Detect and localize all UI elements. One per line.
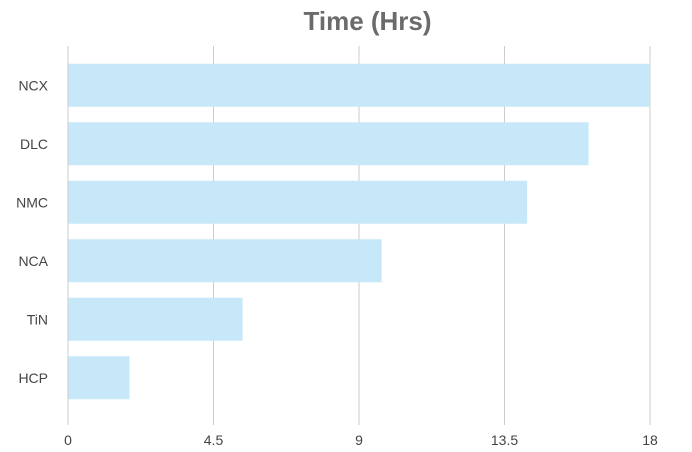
- y-tick-label: DLC: [20, 136, 48, 152]
- chart-title: Time (Hrs): [303, 6, 432, 36]
- y-tick-label: TiN: [27, 311, 48, 327]
- y-tick-label: NCA: [18, 253, 48, 269]
- bar-ncx: [68, 63, 650, 107]
- y-tick-label: NMC: [16, 194, 48, 210]
- bar-nmc: [68, 180, 528, 224]
- bar-hcp: [68, 356, 130, 400]
- bar-tin: [68, 297, 243, 341]
- bar-dlc: [68, 122, 589, 166]
- x-tick-label: 13.5: [491, 432, 518, 448]
- y-tick-label: NCX: [18, 77, 48, 93]
- x-tick-label: 9: [355, 432, 363, 448]
- y-tick-label: HCP: [18, 370, 48, 386]
- bar-nca: [68, 239, 382, 283]
- x-tick-label: 18: [642, 432, 658, 448]
- x-tick-label: 4.5: [204, 432, 224, 448]
- x-tick-label: 0: [64, 432, 72, 448]
